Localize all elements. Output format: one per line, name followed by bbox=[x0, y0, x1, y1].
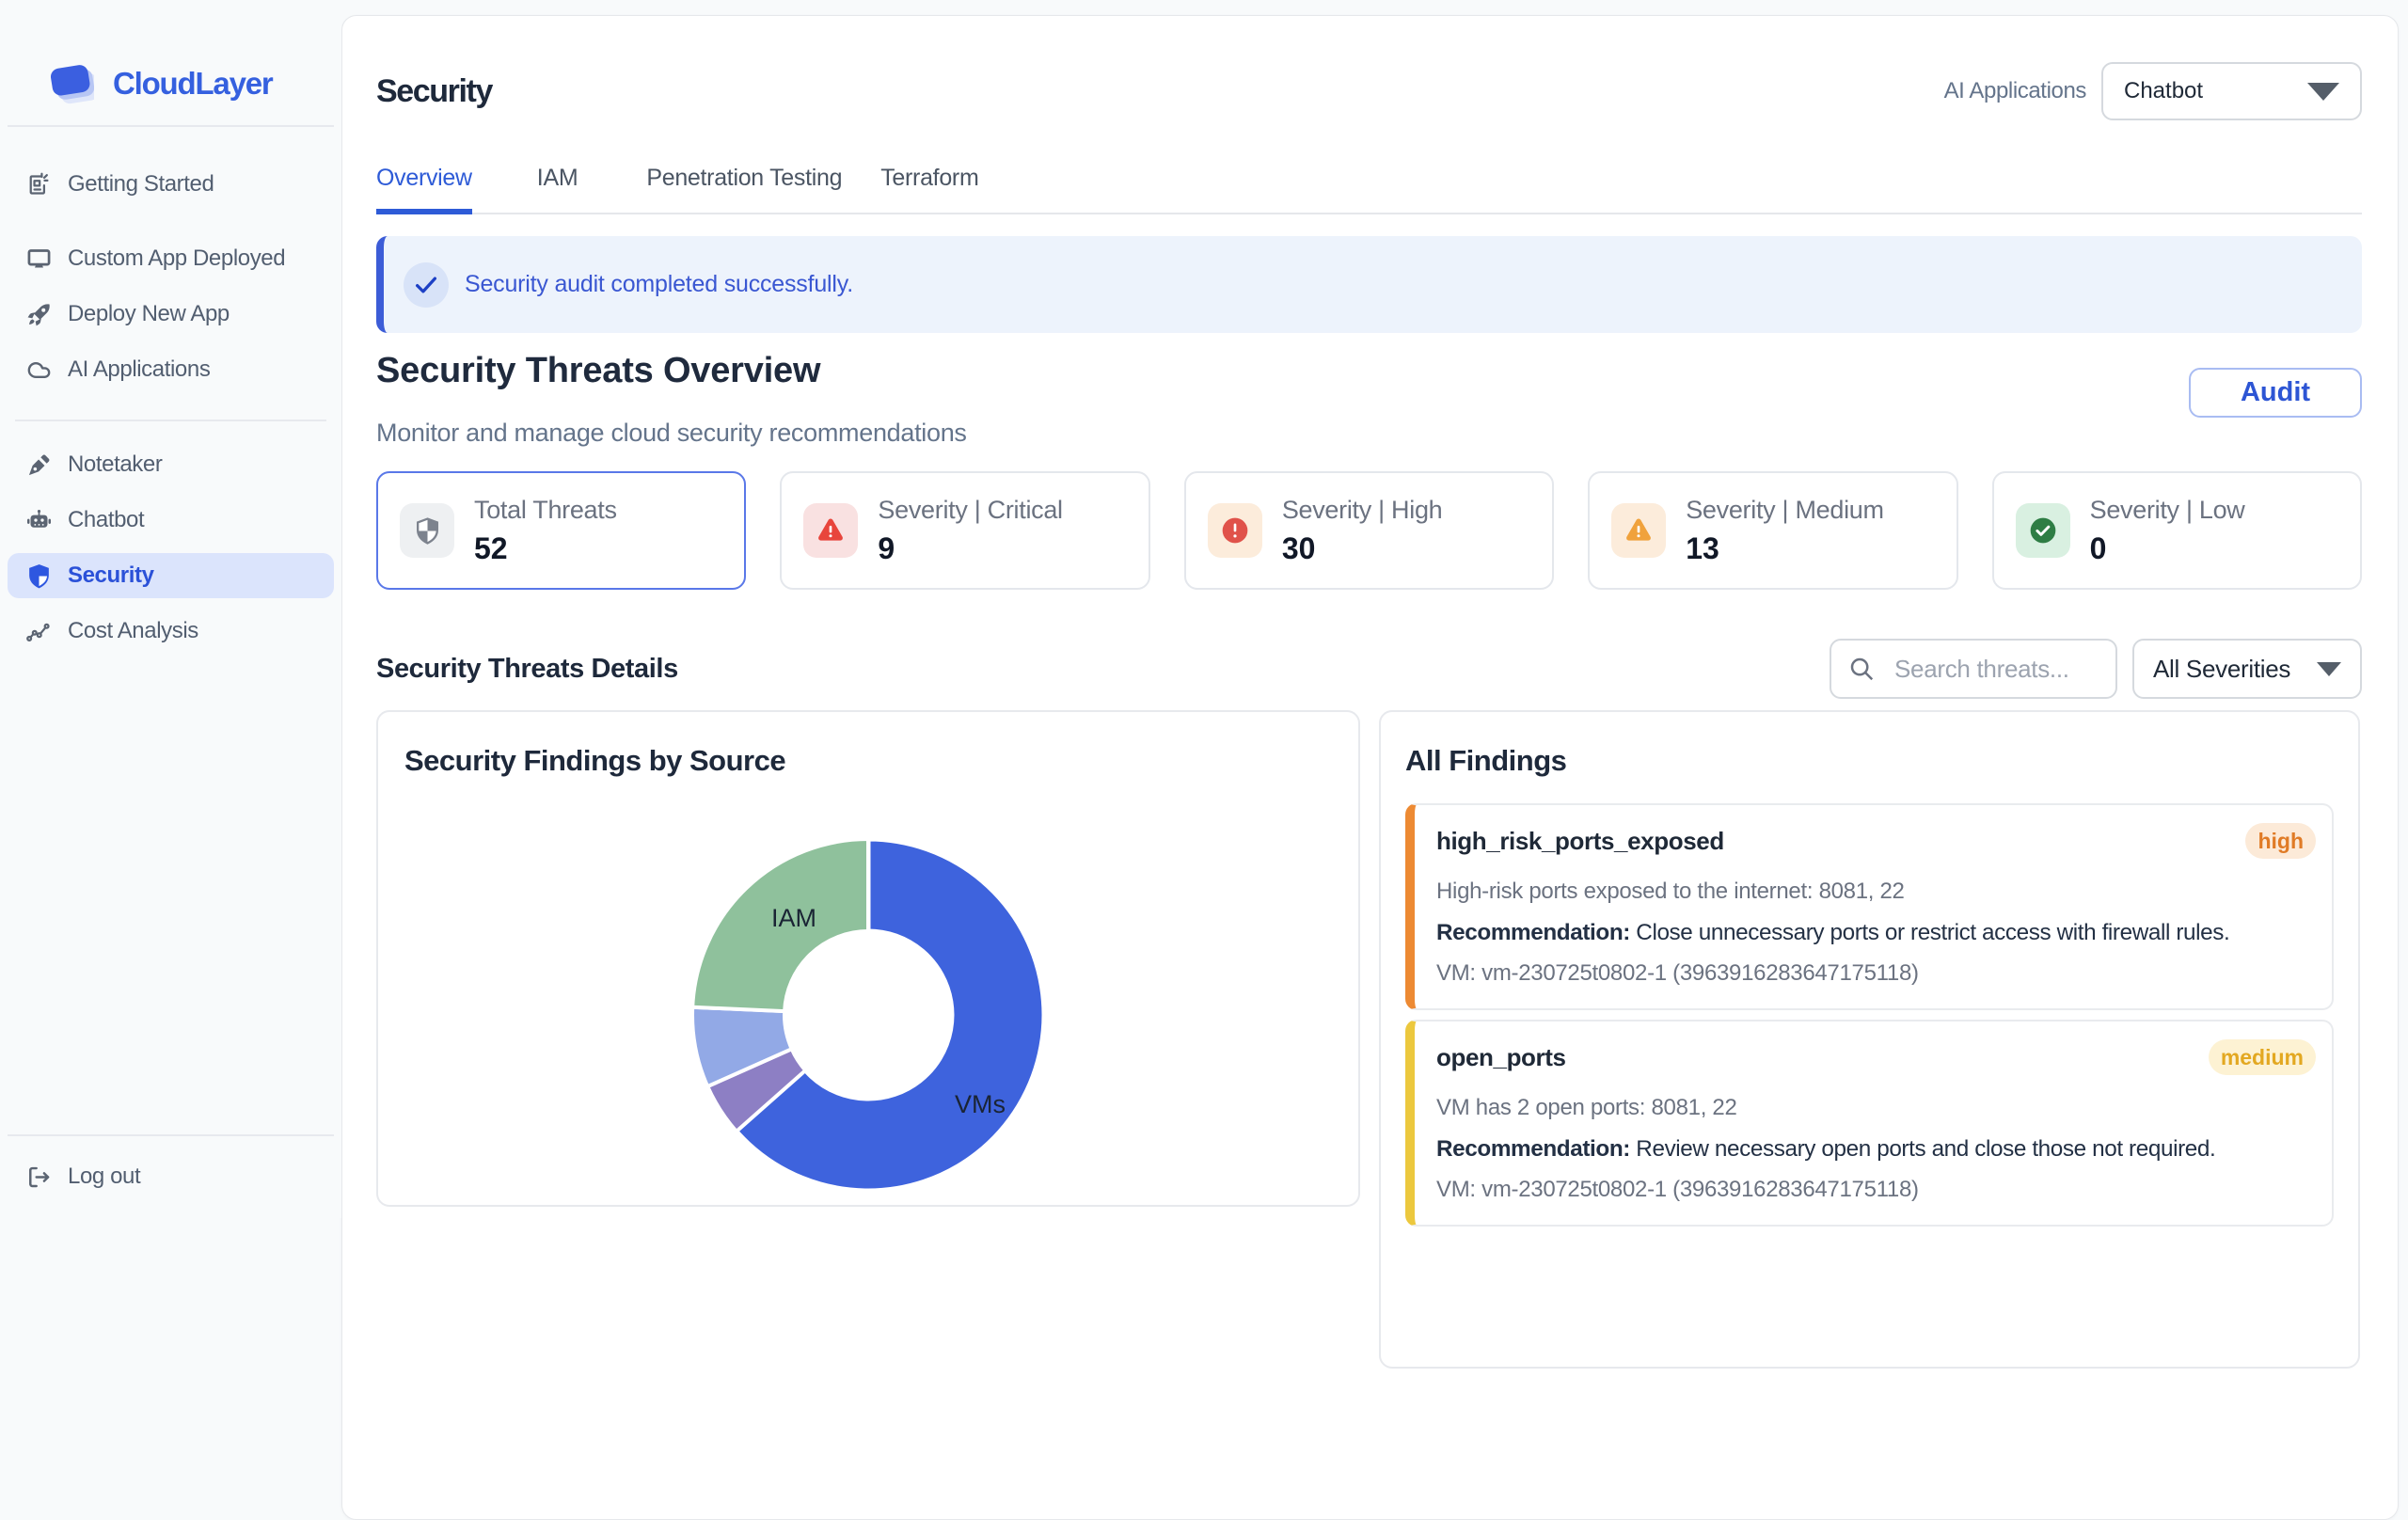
svg-text:VMs: VMs bbox=[955, 1090, 1006, 1118]
svg-text:IAM: IAM bbox=[771, 904, 816, 932]
